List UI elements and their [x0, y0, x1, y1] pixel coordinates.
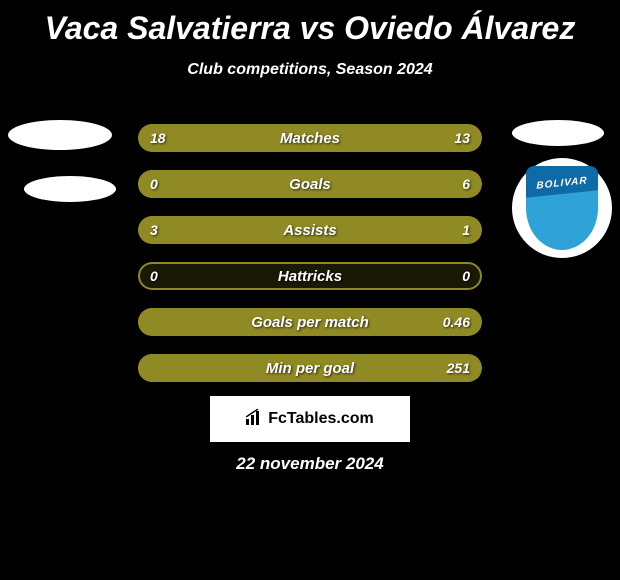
stat-label: Goals per match: [138, 308, 482, 336]
left-badge-2: [24, 176, 116, 202]
stat-row-assists: 3Assists1: [138, 216, 482, 244]
stat-row-matches: 18Matches13: [138, 124, 482, 152]
stat-label: Min per goal: [138, 354, 482, 382]
attribution-text: FcTables.com: [268, 410, 374, 428]
left-team-badges: [8, 120, 116, 228]
stat-row-goals: 0Goals6: [138, 170, 482, 198]
stat-value-right: 251: [447, 354, 470, 382]
attribution: FcTables.com: [210, 396, 410, 442]
stat-row-min-per-goal: Min per goal251: [138, 354, 482, 382]
stat-label: Hattricks: [138, 262, 482, 290]
right-badge-shield: BOLIVAR: [512, 158, 612, 258]
right-team-badges: BOLIVAR: [512, 120, 612, 258]
shield-band-text: BOLIVAR: [536, 175, 587, 191]
stat-label: Matches: [138, 124, 482, 152]
right-badge-1: [512, 120, 604, 146]
stat-row-goals-per-match: Goals per match0.46: [138, 308, 482, 336]
left-badge-1: [8, 120, 112, 150]
stat-label: Assists: [138, 216, 482, 244]
stat-value-right: 0: [462, 262, 470, 290]
stat-row-hattricks: 0Hattricks0: [138, 262, 482, 290]
stat-label: Goals: [138, 170, 482, 198]
stat-value-right: 13: [454, 124, 470, 152]
page-title: Vaca Salvatierra vs Oviedo Álvarez: [0, 0, 620, 47]
date-text: 22 november 2024: [0, 454, 620, 474]
chart-icon: [246, 409, 264, 430]
subtitle: Club competitions, Season 2024: [0, 61, 620, 79]
stat-value-right: 1: [462, 216, 470, 244]
stat-value-right: 6: [462, 170, 470, 198]
stats-container: 18Matches130Goals63Assists10Hattricks0Go…: [138, 124, 482, 400]
stat-value-right: 0.46: [443, 308, 470, 336]
bolivar-shield-icon: BOLIVAR: [526, 166, 598, 250]
